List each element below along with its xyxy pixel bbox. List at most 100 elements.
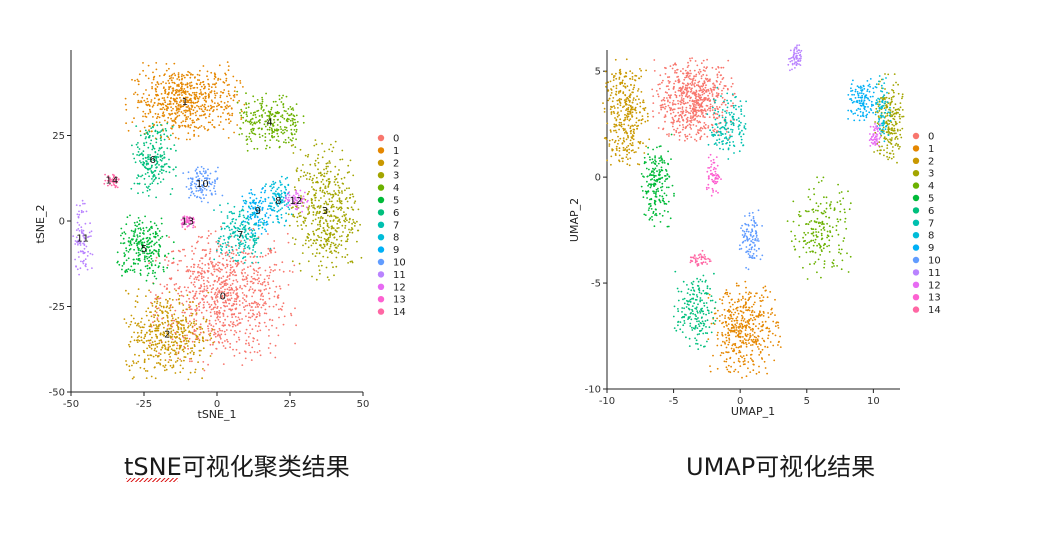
point: [168, 307, 171, 309]
point: [311, 179, 313, 182]
point: [702, 73, 705, 76]
point: [701, 93, 704, 96]
point: [289, 114, 291, 117]
point: [238, 247, 240, 250]
point: [284, 126, 286, 128]
point: [152, 269, 155, 272]
point: [246, 277, 248, 279]
point: [271, 183, 273, 186]
point: [152, 324, 155, 327]
point: [771, 307, 773, 310]
point: [732, 308, 735, 311]
point: [160, 222, 163, 225]
point: [186, 83, 188, 86]
point: [244, 120, 247, 122]
point: [244, 259, 247, 262]
point: [689, 117, 692, 119]
point: [248, 102, 250, 105]
point: [209, 104, 212, 107]
point: [203, 177, 206, 180]
point: [203, 282, 206, 285]
point: [331, 196, 334, 199]
point: [173, 283, 176, 286]
point: [151, 272, 154, 274]
point: [159, 154, 162, 157]
point: [230, 313, 233, 316]
point: [277, 186, 280, 189]
point: [291, 237, 294, 239]
point: [279, 180, 281, 182]
point: [184, 329, 187, 332]
point: [166, 328, 169, 331]
point: [129, 269, 132, 271]
point: [693, 91, 695, 94]
point: [81, 260, 84, 263]
legend-key: [377, 258, 385, 266]
point: [190, 347, 192, 350]
point: [291, 139, 293, 142]
point: [734, 329, 736, 332]
point: [201, 189, 204, 192]
tsne-cluster-12: [284, 189, 309, 213]
point: [154, 130, 157, 133]
point: [209, 121, 212, 124]
point: [255, 116, 257, 119]
point: [271, 113, 274, 116]
point: [185, 308, 188, 311]
point: [264, 120, 267, 123]
point: [174, 122, 177, 124]
point: [672, 111, 675, 114]
point: [197, 118, 200, 121]
point: [125, 247, 127, 250]
point: [243, 278, 246, 281]
point: [200, 257, 203, 259]
point: [220, 277, 223, 279]
point: [236, 280, 239, 283]
point: [702, 115, 705, 118]
point: [274, 290, 276, 293]
point: [253, 313, 255, 316]
point: [199, 81, 202, 84]
point: [231, 114, 234, 117]
point: [213, 268, 216, 270]
point: [179, 364, 182, 367]
point: [329, 162, 331, 164]
point: [208, 303, 210, 306]
point: [145, 226, 148, 229]
point: [318, 211, 321, 214]
point: [183, 215, 186, 218]
point: [197, 180, 200, 183]
point: [185, 320, 188, 323]
point: [276, 132, 279, 135]
point: [155, 62, 158, 64]
point: [138, 148, 141, 150]
point: [711, 95, 714, 97]
point: [182, 105, 185, 108]
point: [171, 338, 174, 341]
point: [182, 309, 185, 312]
point: [158, 121, 161, 124]
point: [172, 168, 175, 171]
point: [290, 312, 292, 315]
point: [185, 270, 188, 273]
point: [720, 344, 723, 347]
point: [249, 332, 252, 335]
point: [290, 132, 293, 135]
point: [144, 215, 147, 218]
point: [285, 203, 288, 206]
point: [237, 336, 240, 339]
point: [239, 322, 242, 324]
point: [213, 279, 216, 282]
point: [202, 306, 205, 309]
point: [180, 344, 183, 347]
point: [694, 60, 697, 62]
point: [178, 347, 181, 350]
point: [309, 175, 312, 178]
point: [276, 104, 279, 107]
point: [699, 115, 702, 118]
point: [177, 269, 179, 272]
point: [289, 119, 292, 122]
point: [700, 75, 703, 77]
point: [156, 124, 159, 127]
point: [201, 191, 203, 194]
